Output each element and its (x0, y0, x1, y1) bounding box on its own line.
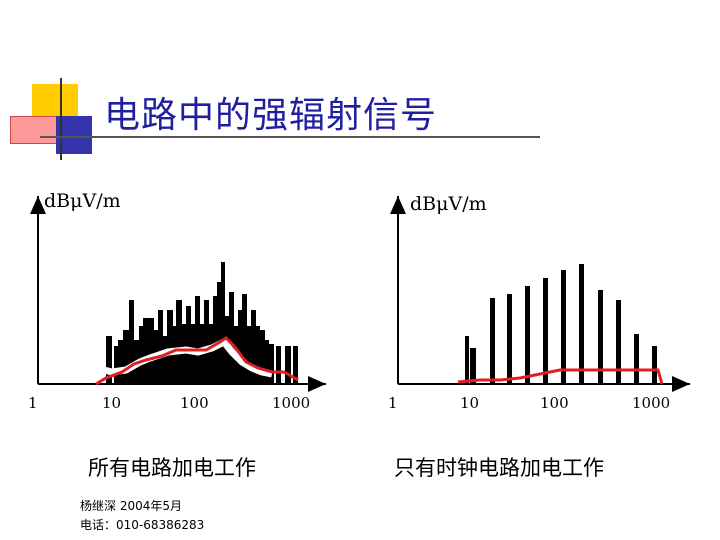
left-envelope-curve (95, 336, 299, 386)
slide-title: 电路中的强辐射信号 (104, 95, 438, 136)
right-tick-1000: 1000 (632, 394, 671, 412)
right-tick-100: 100 (540, 394, 569, 412)
left-tick-1000: 1000 (272, 394, 311, 412)
footer-phone: 电话：010-68386283 (80, 518, 205, 532)
left-tick-10: 10 (102, 394, 122, 412)
right-tick-1: 1 (388, 394, 398, 412)
deco-horizontal-line (40, 136, 540, 138)
right-y-axis-label: dBμV/m (410, 193, 487, 215)
deco-blue-square (56, 116, 92, 154)
left-y-axis-label: dBμV/m (44, 190, 121, 212)
right-tick-10: 10 (460, 394, 480, 412)
left-caption: 所有电路加电工作 (88, 456, 256, 480)
deco-pink-square (10, 116, 58, 144)
right-harmonic-bars (465, 264, 657, 384)
right-caption: 只有时钟电路加电工作 (394, 456, 604, 480)
left-tick-100: 100 (180, 394, 209, 412)
left-tick-1: 1 (28, 394, 38, 412)
footer-author-date: 杨继深 2004年5月 (80, 499, 182, 513)
right-envelope-curve (457, 368, 664, 385)
deco-vertical-line (60, 78, 62, 160)
